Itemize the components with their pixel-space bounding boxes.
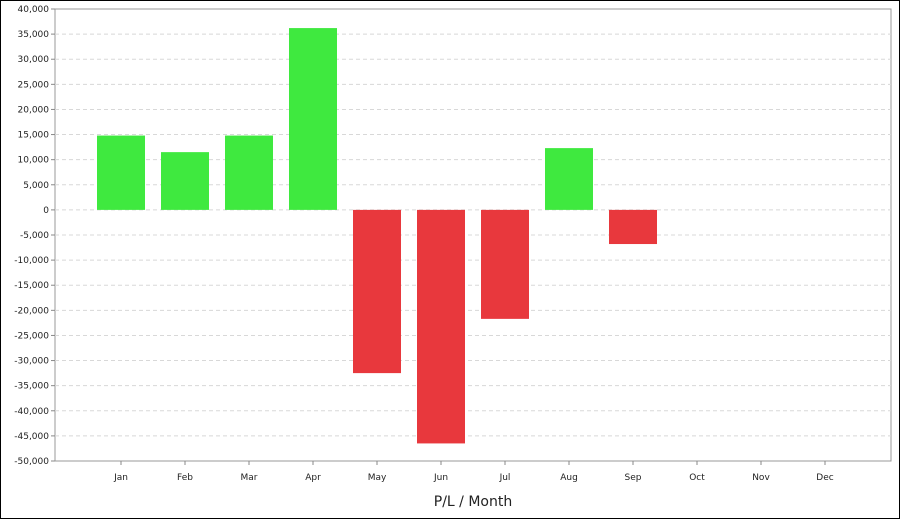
y-tick-label: 35,000: [18, 30, 50, 40]
y-tick-label: 15,000: [18, 131, 50, 141]
y-tick-label: 40,000: [18, 5, 50, 15]
y-tick-label: 20,000: [18, 105, 50, 115]
x-tick-label: Apr: [305, 473, 321, 483]
bar-may: [353, 209, 401, 374]
y-tick-label: -50,000: [14, 457, 49, 467]
bar-feb: [161, 152, 209, 210]
bar-apr: [289, 28, 337, 210]
bar-jul: [481, 209, 529, 319]
y-tick-label: 10,000: [18, 156, 50, 166]
bar-mar: [225, 135, 273, 210]
bars: [97, 28, 657, 444]
x-tick-label: Jul: [499, 473, 511, 483]
y-tick-label: -30,000: [14, 357, 49, 367]
bar-aug: [545, 148, 593, 210]
y-tick-label: 25,000: [18, 80, 50, 90]
bar-jun: [417, 209, 465, 444]
y-tick-label: 30,000: [18, 55, 50, 65]
y-tick-label: 5,000: [23, 181, 49, 191]
y-tick-label: -25,000: [14, 331, 49, 341]
x-tick-label: Feb: [177, 473, 193, 483]
y-tick-label: -45,000: [14, 432, 49, 442]
x-axis-title: P/L / Month: [434, 494, 512, 510]
y-tick-label: -20,000: [14, 306, 49, 316]
x-tick-label: Dec: [816, 473, 833, 483]
x-tick-label: Aug: [560, 473, 578, 483]
x-axis-tick-labels: Jan Feb Mar Apr May Jun Jul Aug Sep Oct Nov Dec: [113, 461, 834, 483]
x-tick-label: Jun: [433, 473, 448, 483]
y-tick-label: -35,000: [14, 382, 49, 392]
x-tick-label: Mar: [241, 473, 258, 483]
y-tick-label: -5,000: [20, 231, 49, 241]
x-tick-label: Jan: [113, 473, 128, 483]
x-tick-label: Oct: [689, 473, 705, 483]
y-tick-label: -10,000: [14, 256, 49, 266]
y-tick-label: -15,000: [14, 281, 49, 291]
y-axis-tick-labels: 40,000 35,000 30,000 25,000 20,000 15,000 10,0…: [14, 5, 55, 467]
y-tick-label: 0: [43, 206, 49, 216]
y-tick-label: -40,000: [14, 407, 49, 417]
x-tick-label: Sep: [625, 473, 642, 483]
x-tick-label: Nov: [752, 473, 770, 483]
grid-lines: [55, 33, 891, 437]
bar-sep: [609, 209, 657, 245]
bar-jan: [97, 135, 145, 210]
x-tick-label: May: [368, 473, 387, 483]
